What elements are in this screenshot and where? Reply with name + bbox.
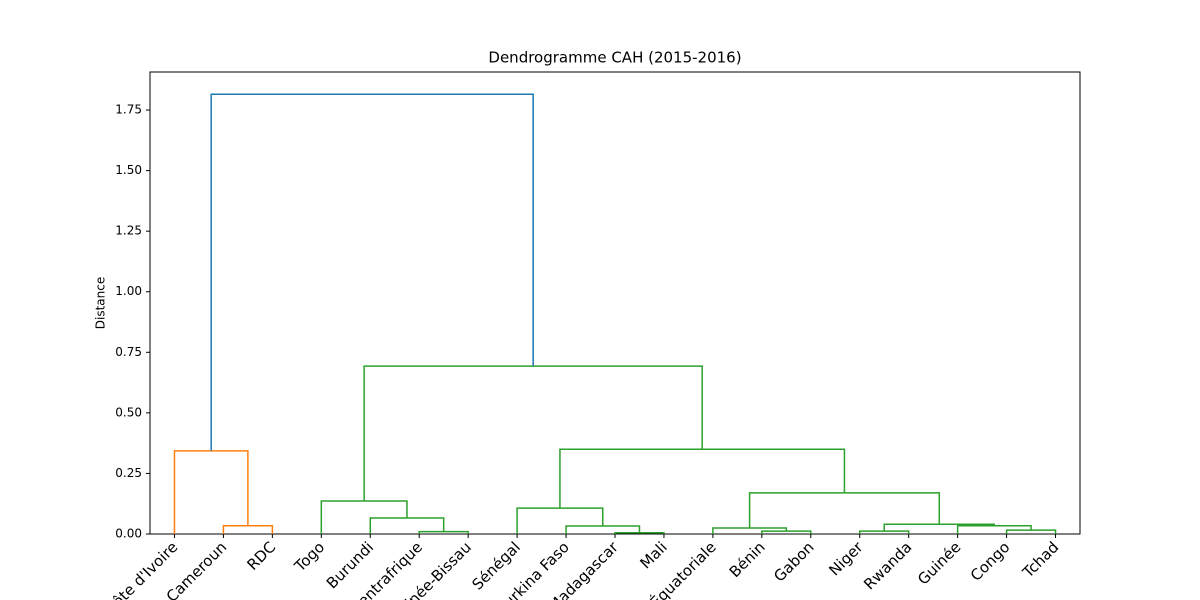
leaf-label: RDC bbox=[244, 538, 280, 574]
dendrogram-link bbox=[222, 525, 274, 534]
y-tick-label: 1.00 bbox=[115, 284, 142, 298]
dendrogram-link bbox=[363, 365, 703, 502]
leaf-label: Gabon bbox=[770, 538, 817, 585]
leaf-label: Tchad bbox=[1018, 538, 1062, 582]
y-tick-label: 0.75 bbox=[115, 345, 142, 359]
dendrogram-link bbox=[1005, 529, 1057, 534]
leaf-label: Congo bbox=[967, 538, 1014, 585]
dendrogram-link bbox=[210, 93, 534, 451]
y-tick-label: 1.75 bbox=[115, 103, 142, 117]
y-tick-label: 0.50 bbox=[115, 405, 142, 419]
dendrogram-link bbox=[748, 492, 941, 528]
dendrogram-link bbox=[173, 450, 249, 534]
y-tick-label: 0.25 bbox=[115, 466, 142, 480]
leaf-label: Bénin bbox=[726, 538, 769, 581]
dendrogram-link bbox=[614, 532, 665, 534]
dendrogram-link bbox=[858, 530, 910, 534]
dendrogram-link bbox=[516, 507, 604, 534]
leaf-label: Togo bbox=[290, 538, 328, 576]
leaf-label: Rwanda bbox=[860, 538, 915, 593]
leaf-label: Mali bbox=[637, 538, 671, 572]
leaf-label: Guinée bbox=[914, 538, 964, 588]
chart-title: Dendrogramme CAH (2015-2016) bbox=[488, 49, 741, 67]
y-tick-label: 1.25 bbox=[115, 224, 142, 238]
plot-frame bbox=[149, 71, 1081, 535]
dendrogram-link bbox=[761, 530, 812, 534]
y-axis-label: Distance bbox=[94, 277, 108, 329]
dendrogram-link bbox=[320, 500, 408, 534]
y-tick-label: 0.00 bbox=[115, 527, 142, 541]
leaf-label: Niger bbox=[825, 538, 867, 580]
y-tick-label: 1.50 bbox=[115, 163, 142, 177]
dendrogram-link bbox=[559, 448, 846, 509]
